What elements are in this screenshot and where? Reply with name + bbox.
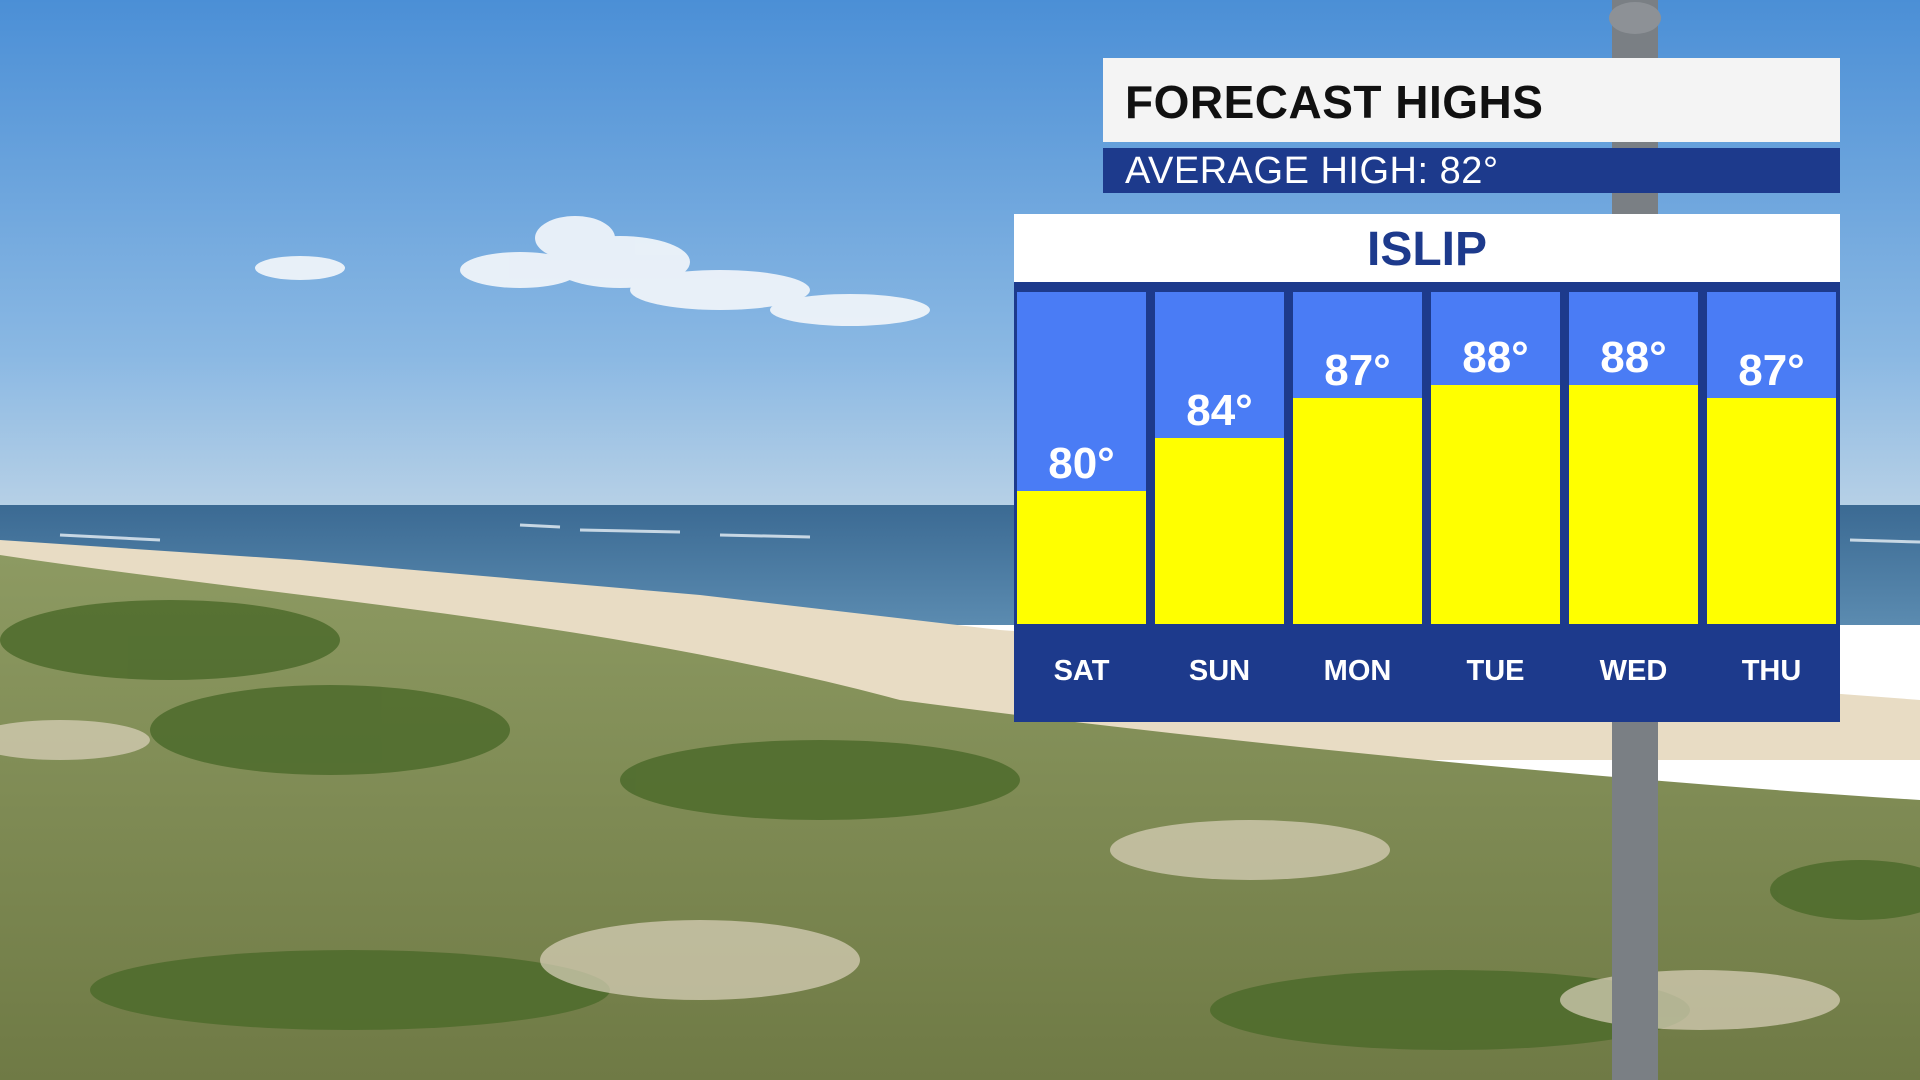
day-column-sat: 80° SAT xyxy=(1017,292,1146,718)
day-label: SAT xyxy=(1017,628,1146,714)
temperature-label: 87° xyxy=(1738,346,1805,395)
day-column-thu: 87° THU xyxy=(1707,292,1836,718)
average-high-banner: AVERAGE HIGH: 82° xyxy=(1103,148,1840,193)
day-column-sun: 84° SUN xyxy=(1155,292,1284,718)
temperature-bar xyxy=(1569,385,1698,624)
title-banner: FORECAST HIGHS xyxy=(1103,58,1840,142)
location-name: ISLIP xyxy=(1366,223,1488,276)
day-column-mon: 87° MON xyxy=(1293,292,1422,718)
temperature-bar xyxy=(1431,385,1560,624)
temperature-bar xyxy=(1707,398,1836,624)
temperature-bar xyxy=(1017,491,1146,624)
day-label: WED xyxy=(1569,628,1698,714)
day-column-wed: 88° WED xyxy=(1569,292,1698,718)
forecast-bar-chart: 80° SAT 84° SUN 87° MON 88° TUE 88° WED 87° THU xyxy=(1014,286,1840,722)
day-column-tue: 88° TUE xyxy=(1431,292,1560,718)
temperature-bar xyxy=(1155,438,1284,624)
temperature-label: 88° xyxy=(1600,333,1667,382)
day-label: MON xyxy=(1293,628,1422,714)
temperature-label: 87° xyxy=(1324,346,1391,395)
temperature-label: 84° xyxy=(1186,386,1253,435)
day-label: TUE xyxy=(1431,628,1560,714)
temperature-bar xyxy=(1293,398,1422,624)
average-high-label: AVERAGE HIGH: 82° xyxy=(1125,150,1499,192)
day-label: THU xyxy=(1707,628,1836,714)
location-header: ISLIP xyxy=(1014,214,1840,286)
chart-title: FORECAST HIGHS xyxy=(1125,76,1544,128)
temperature-label: 88° xyxy=(1462,333,1529,382)
day-label: SUN xyxy=(1155,628,1284,714)
temperature-label: 80° xyxy=(1048,439,1115,488)
